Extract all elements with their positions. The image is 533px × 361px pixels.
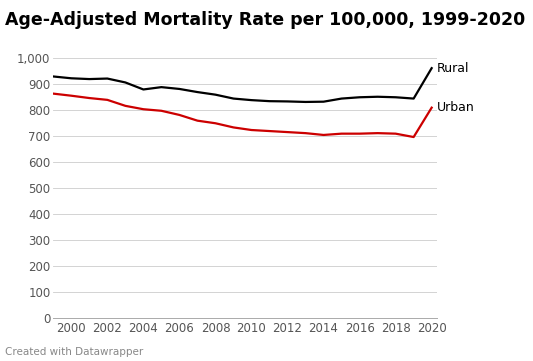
Text: Created with Datawrapper: Created with Datawrapper [5,347,143,357]
Text: Age-Adjusted Mortality Rate per 100,000, 1999-2020: Age-Adjusted Mortality Rate per 100,000,… [5,11,526,29]
Text: Rural: Rural [437,62,470,75]
Text: Urban: Urban [437,101,475,114]
